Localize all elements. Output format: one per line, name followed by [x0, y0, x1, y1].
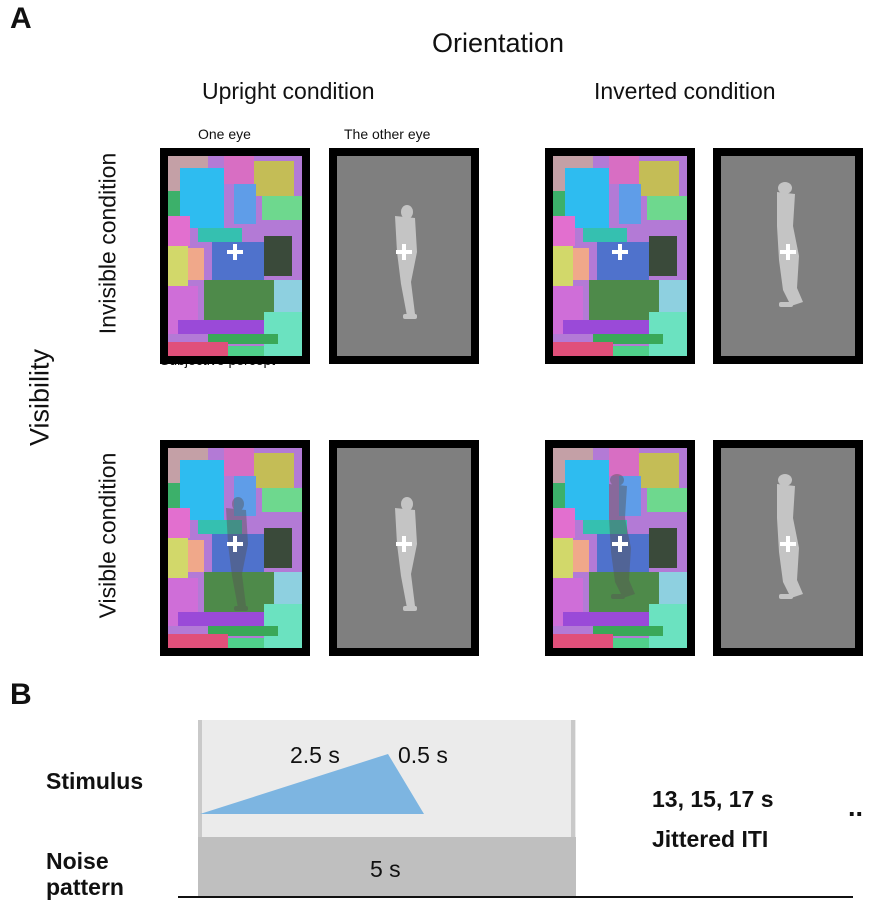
- inverted-title: Inverted condition: [594, 78, 776, 104]
- mondrian-percept-upright-visible: [160, 440, 310, 656]
- contrast-ramp: [200, 754, 424, 814]
- continuation-dots: ..: [848, 792, 864, 822]
- mondrian-blended-image: [168, 448, 302, 648]
- stimulus-label: Stimulus: [46, 768, 144, 794]
- noise-label-line2: pattern: [46, 874, 124, 900]
- gray-field-image: [337, 156, 471, 356]
- panel-a-label: A: [10, 2, 32, 35]
- mondrian-blended-image: [553, 448, 687, 648]
- timeline-diagram: [178, 720, 853, 898]
- mondrian-mask-inverted-invisible: [545, 148, 695, 364]
- mondrian-image: [553, 156, 687, 356]
- orientation-title: Orientation: [432, 28, 565, 58]
- gray-field-image: [721, 156, 855, 356]
- noise-label-line1: Noise: [46, 848, 109, 874]
- invisible-condition-label: Invisible condition: [94, 152, 121, 335]
- noise-duration: 5 s: [370, 856, 401, 882]
- visibility-label: Visibility: [24, 348, 55, 447]
- visible-condition-label: Visible condition: [94, 452, 121, 619]
- other-eye-label: The other eye: [344, 126, 431, 142]
- mondrian-mask-upright-invisible: [160, 148, 310, 364]
- mondrian-percept-inverted-visible: [545, 440, 695, 656]
- ramp-up-duration: 2.5 s: [290, 742, 340, 768]
- body-stimulus-inverted-visible: [713, 440, 863, 656]
- mondrian-image: [168, 156, 302, 356]
- iti-label: Jittered ITI: [652, 826, 769, 852]
- upright-title: Upright condition: [202, 78, 375, 104]
- body-stimulus-upright-visible: [329, 440, 479, 656]
- one-eye-label: One eye: [198, 126, 251, 142]
- iti-values: 13, 15, 17 s: [652, 786, 774, 812]
- body-stimulus-inverted-invisible: [713, 148, 863, 364]
- noise-pattern-label: Noise pattern: [46, 848, 124, 900]
- body-stimulus-upright-invisible: [329, 148, 479, 364]
- panel-b-label: B: [10, 678, 32, 711]
- gray-field-image: [337, 448, 471, 648]
- noise-pattern-bar: [198, 837, 576, 897]
- gray-field-image: [721, 448, 855, 648]
- ramp-down-duration: 0.5 s: [398, 742, 448, 768]
